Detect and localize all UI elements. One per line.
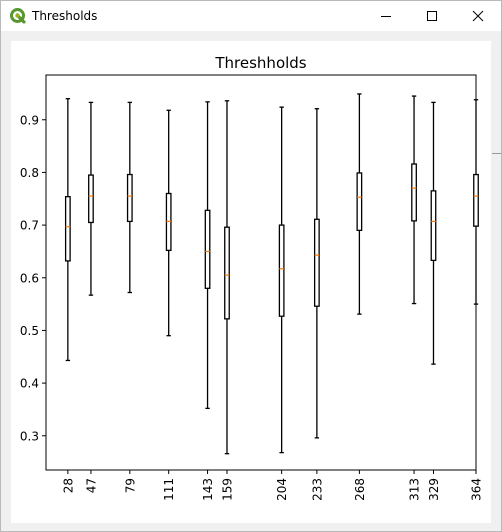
box-plot-item	[278, 106, 285, 454]
y-tick-label: 0.6	[20, 271, 39, 285]
plot-canvas: Threshholds 0.3 0.4 0.5 0.6 0.7 0.8 0.9 28 47 79…	[11, 41, 491, 523]
x-tick-label: 79	[123, 478, 137, 493]
x-tick-label: 111	[162, 478, 176, 501]
iqr-box	[356, 172, 363, 232]
maximize-icon	[426, 10, 438, 22]
x-tick-label: 329	[427, 478, 441, 501]
box-plot-item	[88, 101, 94, 296]
x-tick-label: 47	[84, 478, 98, 493]
iqr-box	[126, 173, 133, 223]
box-plot-item	[224, 100, 230, 455]
y-tick-label: 0.3	[20, 429, 39, 443]
y-axis: 0.3 0.4 0.5 0.6 0.7 0.8 0.9	[20, 113, 46, 443]
x-tick-label: 204	[275, 478, 289, 501]
iqr-box	[411, 163, 417, 222]
box-plot-item	[411, 95, 417, 305]
box-plot-item	[473, 99, 479, 305]
close-icon	[472, 10, 484, 22]
chart-title: Threshholds	[214, 54, 306, 72]
maximize-button[interactable]	[409, 1, 455, 31]
x-tick-label: 143	[201, 478, 215, 501]
x-tick-label: 364	[470, 478, 484, 501]
x-tick-label: 233	[310, 478, 324, 501]
boxplot-chart: Threshholds 0.3 0.4 0.5 0.6 0.7 0.8 0.9 28 47 79…	[20, 54, 484, 501]
iqr-box	[313, 218, 320, 307]
box-plot-item	[430, 101, 437, 365]
box-plot-item	[165, 109, 172, 337]
x-tick-label: 313	[408, 478, 422, 501]
box-plot-item	[64, 98, 71, 362]
box-plot-item	[313, 108, 320, 439]
iqr-box	[64, 196, 71, 262]
iqr-box	[278, 224, 285, 317]
minimize-button[interactable]	[363, 1, 409, 31]
window-edge-mark	[492, 153, 501, 154]
box-plot-item	[204, 101, 211, 410]
close-button[interactable]	[455, 1, 501, 31]
iqr-box	[204, 209, 211, 289]
y-tick-label: 0.9	[20, 113, 39, 127]
y-tick-label: 0.8	[20, 166, 39, 180]
iqr-box	[430, 190, 437, 262]
x-tick-label: 28	[61, 478, 75, 493]
title-bar[interactable]: Thresholds	[1, 1, 501, 31]
x-axis: 28 47 79 111 143 159 204 233 268 313 329 364	[61, 470, 484, 501]
y-tick-label: 0.5	[20, 324, 39, 338]
x-tick-label: 268	[353, 478, 367, 501]
window-title: Thresholds	[32, 9, 98, 23]
box-plot-item	[356, 93, 363, 315]
qgis-logo-icon	[10, 8, 26, 24]
x-tick-label: 159	[220, 478, 234, 501]
boxes-group	[64, 93, 479, 455]
y-tick-label: 0.4	[20, 377, 39, 391]
iqr-box	[473, 173, 479, 227]
box-plot-item	[126, 101, 133, 294]
plot-frame	[45, 74, 477, 471]
iqr-box	[88, 174, 94, 224]
y-tick-label: 0.7	[20, 219, 39, 233]
minimize-icon	[380, 10, 392, 22]
iqr-box	[224, 226, 230, 320]
